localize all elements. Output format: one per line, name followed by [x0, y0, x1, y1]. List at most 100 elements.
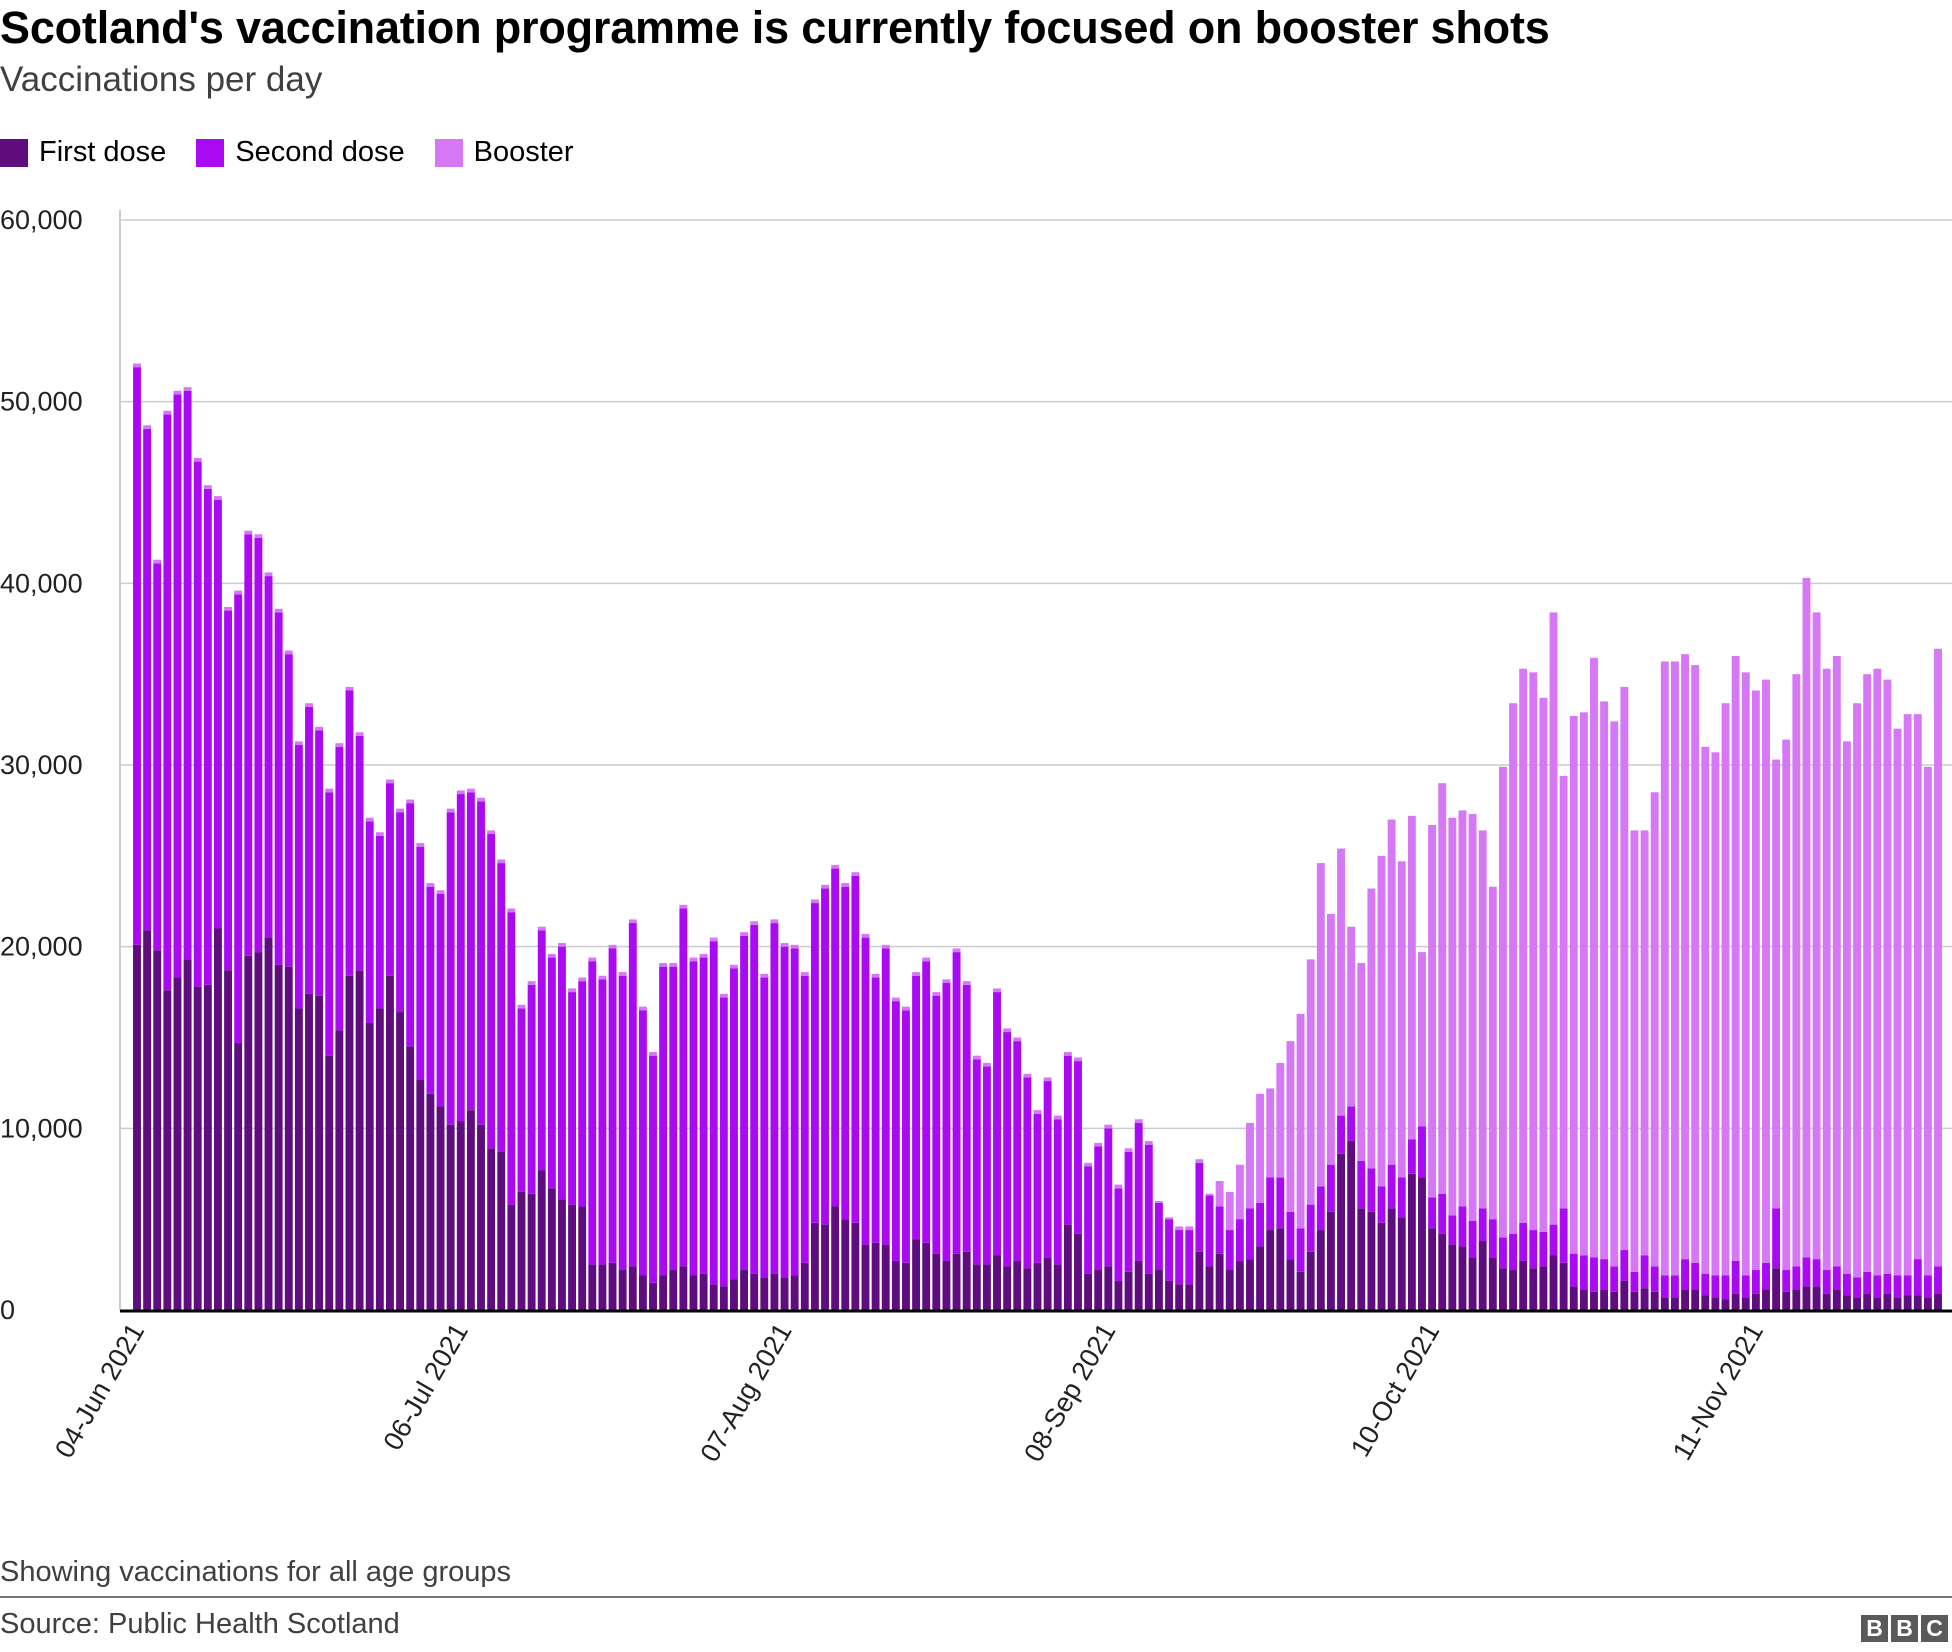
bar-booster-19-Jun [284, 650, 293, 655]
bar-stack-09-Sep [1114, 1184, 1123, 1310]
bar-second-09-Nov [1731, 1260, 1740, 1294]
bar-stack-17-Sep [1195, 1159, 1204, 1310]
bar-booster-11-Nov [1751, 690, 1760, 1271]
bar-stack-21-Oct [1539, 697, 1548, 1310]
bar-first-07-Sep [1094, 1270, 1103, 1310]
bar-booster-05-Oct [1377, 855, 1386, 1187]
bar-second-02-Oct [1347, 1106, 1356, 1142]
bar-stack-22-Nov [1863, 674, 1872, 1310]
bar-first-15-Sep [1175, 1284, 1184, 1310]
bar-booster-12-Jun [213, 496, 222, 500]
bar-booster-21-Nov [1853, 703, 1862, 1278]
bar-stack-03-Sep [1053, 1115, 1062, 1310]
bar-first-23-Oct [1559, 1262, 1568, 1310]
bar-stack-14-Oct [1468, 814, 1477, 1310]
bar-first-19-Jul [588, 1264, 597, 1310]
chart-title: Scotland's vaccination programme is curr… [0, 2, 1550, 53]
bar-stack-08-Jun [173, 390, 182, 1310]
bar-booster-11-Sep [1134, 1119, 1143, 1123]
bar-booster-17-Nov [1812, 612, 1821, 1260]
bar-second-05-Jul [446, 812, 455, 1125]
bar-booster-09-Jul [487, 830, 496, 835]
bar-first-02-Sep [1043, 1257, 1052, 1310]
bar-booster-20-Nov [1842, 741, 1851, 1274]
bar-booster-13-Jun [224, 606, 233, 611]
bar-stack-16-Aug [871, 973, 880, 1310]
bar-booster-14-Sep [1165, 1217, 1173, 1220]
bar-first-25-Aug [962, 1251, 971, 1310]
bar-first-12-Aug [831, 1206, 840, 1310]
bar-stack-01-Aug [719, 993, 728, 1310]
bar-booster-14-Jul [537, 926, 546, 931]
bar-first-10-Sep [1124, 1271, 1133, 1310]
bar-booster-11-Jun [203, 485, 212, 489]
bar-booster-19-Jul [588, 957, 597, 962]
bar-stack-10-Jun [193, 457, 202, 1310]
bar-first-07-Jul [466, 1110, 475, 1310]
bar-stack-29-Jul [689, 957, 698, 1310]
bar-second-15-Jul [547, 957, 556, 1189]
bar-second-27-Sep [1296, 1228, 1305, 1272]
bar-first-06-Jul [456, 1121, 465, 1310]
bbc-logo-letter: B [1891, 1615, 1918, 1642]
bar-booster-24-Aug [952, 948, 961, 953]
bar-second-29-Jun [386, 783, 394, 976]
bar-second-17-Nov [1812, 1259, 1821, 1287]
legend-item-first-dose: First dose [0, 136, 166, 169]
bar-stack-01-Nov [1650, 792, 1659, 1310]
bar-first-22-Jul [618, 1270, 627, 1310]
bar-first-03-Sep [1053, 1264, 1062, 1310]
bar-first-23-Sep [1256, 1246, 1265, 1310]
bar-booster-29-Oct [1620, 686, 1629, 1251]
bar-stack-29-Aug [1003, 1028, 1012, 1310]
bar-first-02-Jul [416, 1079, 425, 1310]
bar-booster-14-Oct [1468, 814, 1477, 1221]
bar-stack-21-Aug [922, 957, 931, 1310]
bar-first-11-Aug [821, 1224, 829, 1310]
bar-booster-15-Jun [244, 530, 253, 535]
bar-first-06-Nov [1701, 1295, 1710, 1310]
bar-first-27-Nov [1913, 1295, 1922, 1310]
bar-second-24-Jun [335, 746, 344, 1031]
bar-first-29-Sep [1316, 1230, 1325, 1310]
bar-first-05-Nov [1691, 1290, 1700, 1310]
bar-stack-25-Jun [345, 686, 354, 1310]
bar-booster-05-Jul [446, 808, 455, 813]
bar-booster-16-Oct [1488, 886, 1497, 1220]
bars [120, 363, 1952, 1313]
bar-stack-12-Nov [1762, 679, 1770, 1310]
bar-second-31-Oct [1640, 1255, 1649, 1289]
bar-first-19-Jun [284, 966, 293, 1310]
bar-booster-25-Nov [1893, 728, 1902, 1276]
bar-first-11-Sep [1134, 1260, 1143, 1310]
bar-first-25-Jun [345, 975, 354, 1310]
bar-booster-07-Sep [1094, 1142, 1103, 1147]
bar-booster-18-Sep [1205, 1193, 1214, 1196]
bar-booster-02-Nov [1660, 661, 1669, 1276]
bar-second-04-Jun [133, 367, 141, 945]
bar-booster-01-Aug [719, 993, 728, 998]
bar-stack-21-Nov [1853, 703, 1862, 1310]
bar-stack-12-Jun [213, 496, 222, 1310]
bar-booster-24-Jul [638, 1006, 647, 1011]
bar-stack-11-Aug [821, 884, 829, 1310]
bar-first-01-Nov [1650, 1291, 1659, 1310]
y-axis-ticks: 0 10,000 20,000 30,000 40,000 50,000 60,000 [0, 205, 83, 1325]
bar-stack-28-Nov [1923, 766, 1932, 1310]
bar-first-08-Oct [1407, 1173, 1416, 1310]
bar-booster-26-Aug [972, 1055, 981, 1060]
bar-second-01-Aug [719, 997, 728, 1287]
bar-second-25-Jun [345, 690, 354, 976]
bar-second-01-Nov [1650, 1266, 1659, 1292]
bar-booster-28-Jun [375, 832, 384, 836]
bar-booster-19-Nov [1832, 656, 1841, 1267]
bar-second-14-Nov [1782, 1270, 1791, 1292]
bar-first-28-Jul [679, 1266, 688, 1310]
bar-booster-12-Aug [831, 864, 840, 869]
bar-second-13-Nov [1772, 1208, 1781, 1269]
bar-second-21-Oct [1539, 1231, 1548, 1267]
bar-first-23-Jul [628, 1266, 637, 1310]
bar-second-06-Jun [153, 563, 162, 951]
bar-first-17-Nov [1812, 1286, 1821, 1310]
bar-stack-01-Jul [406, 799, 415, 1310]
